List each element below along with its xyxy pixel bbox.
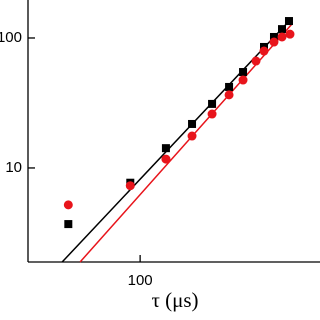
data-point xyxy=(259,46,269,56)
data-point xyxy=(188,119,197,128)
data-point xyxy=(125,181,135,191)
y-tick-label: 10 xyxy=(5,159,22,176)
data-point xyxy=(187,131,197,141)
data-point xyxy=(224,90,234,100)
data-point xyxy=(161,154,171,164)
data-point xyxy=(225,82,234,91)
data-point xyxy=(208,99,217,108)
data-point xyxy=(63,200,73,210)
data-point xyxy=(207,109,217,119)
y-tick-label: 100 xyxy=(0,29,22,46)
data-point xyxy=(277,32,287,42)
data-point xyxy=(161,144,170,153)
data-point xyxy=(64,220,73,229)
data-point xyxy=(278,25,287,34)
x-axis-label: τ (μs) xyxy=(151,288,198,312)
data-point xyxy=(251,56,261,66)
x-tick-label: 100 xyxy=(128,272,153,289)
data-point xyxy=(284,17,293,26)
data-point xyxy=(238,75,248,85)
data-point xyxy=(239,68,248,77)
data-point xyxy=(285,29,295,39)
data-point xyxy=(269,37,279,47)
fit-line xyxy=(61,17,293,263)
data-point xyxy=(269,32,278,41)
